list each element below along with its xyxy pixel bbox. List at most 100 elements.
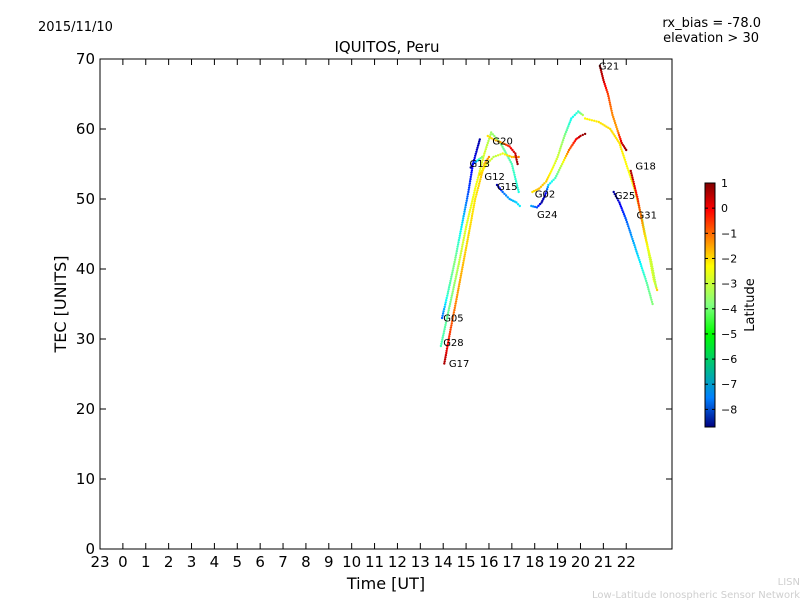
colorbar-tick-label: −4: [721, 303, 737, 316]
y-tick-label: 70: [76, 50, 95, 68]
data-point: [651, 267, 654, 270]
data-point: [514, 152, 517, 155]
data-point: [514, 177, 517, 181]
data-point: [535, 206, 539, 209]
data-point: [570, 117, 573, 120]
data-point: [460, 270, 463, 273]
data-point: [558, 149, 561, 152]
data-point: [622, 211, 625, 214]
data-point: [475, 193, 478, 196]
data-point: [538, 202, 542, 206]
data-point: [649, 256, 652, 259]
data-point: [631, 176, 634, 179]
y-tick-label: 10: [76, 470, 95, 488]
data-point: [512, 155, 516, 159]
data-point: [459, 274, 463, 277]
data-point: [614, 136, 618, 139]
data-point: [634, 248, 637, 251]
data-point: [537, 204, 540, 207]
data-point: [461, 219, 464, 222]
y-tick-label: 60: [76, 120, 95, 138]
data-point: [559, 166, 562, 170]
data-point: [564, 154, 568, 158]
data-point: [629, 169, 632, 173]
data-point: [504, 194, 508, 197]
data-point: [554, 176, 557, 180]
data-point: [641, 221, 644, 225]
data-point: [455, 298, 458, 301]
data-point: [484, 148, 487, 151]
data-point: [644, 239, 648, 242]
data-point: [641, 224, 644, 227]
data-point: [614, 195, 618, 198]
data-point: [615, 127, 619, 131]
data-point: [450, 275, 453, 278]
series-g31: [629, 169, 658, 288]
data-point: [463, 232, 466, 235]
data-point: [627, 227, 631, 230]
data-point: [442, 334, 445, 337]
data-point: [443, 305, 446, 309]
data-point: [620, 150, 624, 153]
data-point: [642, 273, 646, 276]
data-point: [538, 187, 541, 190]
colorbar-label: Latitude: [743, 278, 758, 332]
data-point: [456, 291, 459, 294]
data-point: [586, 117, 589, 121]
data-point: [638, 206, 641, 209]
data-point: [484, 161, 487, 164]
data-point: [617, 199, 620, 202]
data-point: [569, 147, 572, 150]
x-tick-label: 11: [365, 553, 384, 571]
data-point: [449, 298, 453, 301]
data-point: [471, 210, 474, 213]
data-point: [483, 150, 487, 153]
data-point: [449, 328, 452, 331]
series-g18: [583, 117, 659, 292]
data-point: [619, 139, 623, 143]
data-point: [552, 164, 556, 167]
data-point: [639, 215, 643, 218]
data-point: [447, 339, 450, 342]
data-point: [476, 146, 479, 149]
data-point: [567, 123, 571, 126]
data-point: [462, 217, 465, 220]
data-point: [452, 313, 455, 316]
data-point: [464, 251, 467, 254]
data-point: [654, 285, 658, 288]
series-label: G18: [635, 162, 655, 173]
data-point: [474, 187, 477, 190]
data-point: [599, 66, 602, 70]
data-point: [471, 200, 474, 203]
data-point: [622, 154, 625, 157]
data-point: [451, 317, 454, 321]
data-point: [448, 304, 451, 308]
data-point: [494, 154, 497, 158]
data-point: [455, 252, 458, 255]
data-point: [447, 309, 450, 312]
data-point: [456, 293, 459, 297]
data-point: [610, 109, 613, 113]
data-point: [643, 232, 646, 236]
x-tick-label: 20: [571, 553, 590, 571]
data-point: [468, 229, 471, 233]
data-point: [441, 338, 444, 341]
data-point: [532, 205, 535, 208]
data-point: [442, 307, 446, 311]
data-point: [646, 283, 649, 287]
data-point: [503, 192, 506, 195]
data-point: [517, 190, 520, 194]
data-point: [490, 137, 493, 140]
data-point: [544, 192, 547, 195]
data-point: [625, 218, 628, 222]
data-point: [461, 245, 464, 248]
series-label: G31: [637, 211, 657, 222]
data-point: [609, 103, 612, 106]
data-point: [547, 183, 550, 187]
data-point: [651, 265, 654, 268]
data-point: [464, 206, 467, 209]
data-point: [573, 113, 576, 117]
data-point: [498, 187, 501, 190]
data-point: [600, 72, 604, 76]
data-point: [486, 141, 489, 145]
